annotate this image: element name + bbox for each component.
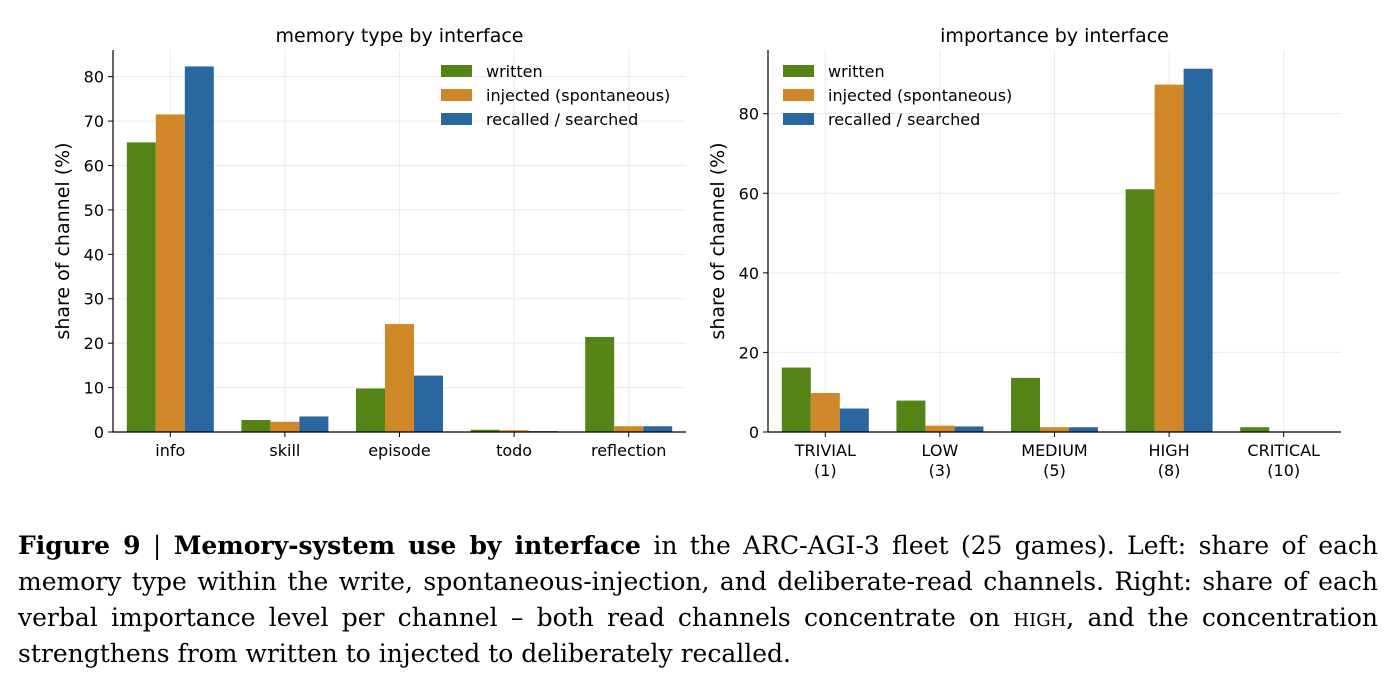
bar-recalled-skill: [299, 416, 329, 432]
y-tick-label: 10: [84, 379, 104, 398]
x-tick-label: CRITICAL (10): [1247, 441, 1320, 480]
legend-label: injected (spontaneous): [486, 86, 670, 105]
chart-title: memory type by interface: [276, 25, 524, 47]
y-tick-label: 20: [739, 343, 759, 362]
bar-written-todo: [470, 429, 500, 432]
y-tick-label: 40: [84, 245, 104, 264]
bar-injected-medium: [1040, 427, 1069, 432]
bar-written-high: [1125, 189, 1155, 432]
caption-text-1: in the ARC-AGI-3 fleet (25 games). Left:…: [18, 531, 1378, 632]
bar-written-low: [896, 400, 926, 432]
figure-caption: Figure 9 | Memory-system use by interfac…: [18, 528, 1378, 672]
y-tick-label: 0: [749, 423, 759, 442]
bar-recalled-high: [1183, 68, 1213, 432]
x-tick-label: HIGH (8): [1149, 441, 1190, 480]
bar-injected-trivial: [810, 393, 840, 432]
y-tick-label: 50: [84, 201, 104, 220]
x-tick-label: TRIVIAL (1): [794, 441, 856, 480]
figure-9: 0 10 20 30 40 50 60 70 80 info skill episode todo ref…: [52, 25, 1341, 480]
legend-swatch: [441, 65, 472, 77]
x-tick-label: skill: [269, 441, 300, 460]
x-tick-label: LOW (3): [922, 441, 959, 480]
caption-emphasis: high: [1013, 603, 1067, 632]
bar-injected-todo: [499, 430, 529, 432]
legend-swatch: [441, 113, 472, 125]
bar-written-trivial: [781, 367, 811, 432]
x-tick-label: reflection: [591, 441, 666, 460]
bar-written-reflection: [585, 336, 615, 432]
y-tick-label: 60: [739, 184, 759, 203]
legend-label: injected (spontaneous): [828, 86, 1012, 105]
caption-label: Figure 9: [18, 531, 141, 560]
y-axis-label: share of channel (%): [707, 142, 729, 339]
caption-text-2: , and the concentration strengthens from…: [18, 603, 1378, 668]
y-tick-label: 80: [84, 68, 104, 87]
x-tick-label: MEDIUM (5): [1021, 441, 1087, 480]
legend-swatch: [441, 89, 472, 101]
chart-title: importance by interface: [940, 25, 1169, 47]
legend-swatch: [783, 89, 814, 101]
legend-label: written: [486, 62, 543, 81]
legend-label: written: [828, 62, 885, 81]
bar-written-critical: [1240, 427, 1270, 432]
chart-panel-1: 0 10 20 30 40 50 60 70 80 info skill episode todo ref…: [52, 25, 686, 460]
x-tick-label: info: [155, 441, 185, 460]
bar-recalled-medium: [1069, 427, 1098, 432]
y-tick-label: 40: [739, 264, 759, 283]
bar-injected-skill: [270, 421, 300, 432]
y-tick-label: 30: [84, 290, 104, 309]
bar-written-skill: [241, 420, 271, 432]
x-tick-label: episode: [368, 441, 431, 460]
caption-title: Memory-system use by interface: [173, 531, 641, 560]
legend-swatch: [783, 65, 814, 77]
y-tick-label: 60: [84, 156, 104, 175]
legend-label: recalled / searched: [486, 110, 638, 129]
bar-recalled-trivial: [839, 408, 869, 432]
y-tick-label: 20: [84, 334, 104, 353]
x-tick-label: todo: [496, 441, 532, 460]
chart-panel-2: 0 20 40 60 80 TRIVIAL (1) LOW (3) MEDIUM (5) HIGH (8…: [707, 25, 1341, 480]
bar-written-info: [126, 142, 156, 433]
bar-injected-low: [925, 425, 955, 432]
y-axis-label: share of channel (%): [52, 142, 74, 339]
bar-recalled-reflection: [643, 426, 673, 432]
caption-separator: |: [152, 531, 162, 560]
bar-injected-episode: [385, 324, 414, 432]
bar-injected-high: [1154, 84, 1184, 433]
bar-injected-info: [155, 114, 185, 432]
legend-label: recalled / searched: [828, 110, 980, 129]
bar-recalled-info: [184, 66, 214, 433]
bar-recalled-episode: [414, 375, 443, 432]
legend-swatch: [783, 113, 814, 125]
y-tick-label: 70: [84, 112, 104, 131]
bar-written-medium: [1011, 377, 1040, 432]
bar-recalled-low: [954, 426, 984, 432]
y-tick-label: 80: [739, 105, 759, 124]
bar-written-episode: [356, 388, 385, 432]
y-tick-label: 0: [94, 423, 104, 442]
bar-injected-reflection: [614, 426, 644, 432]
